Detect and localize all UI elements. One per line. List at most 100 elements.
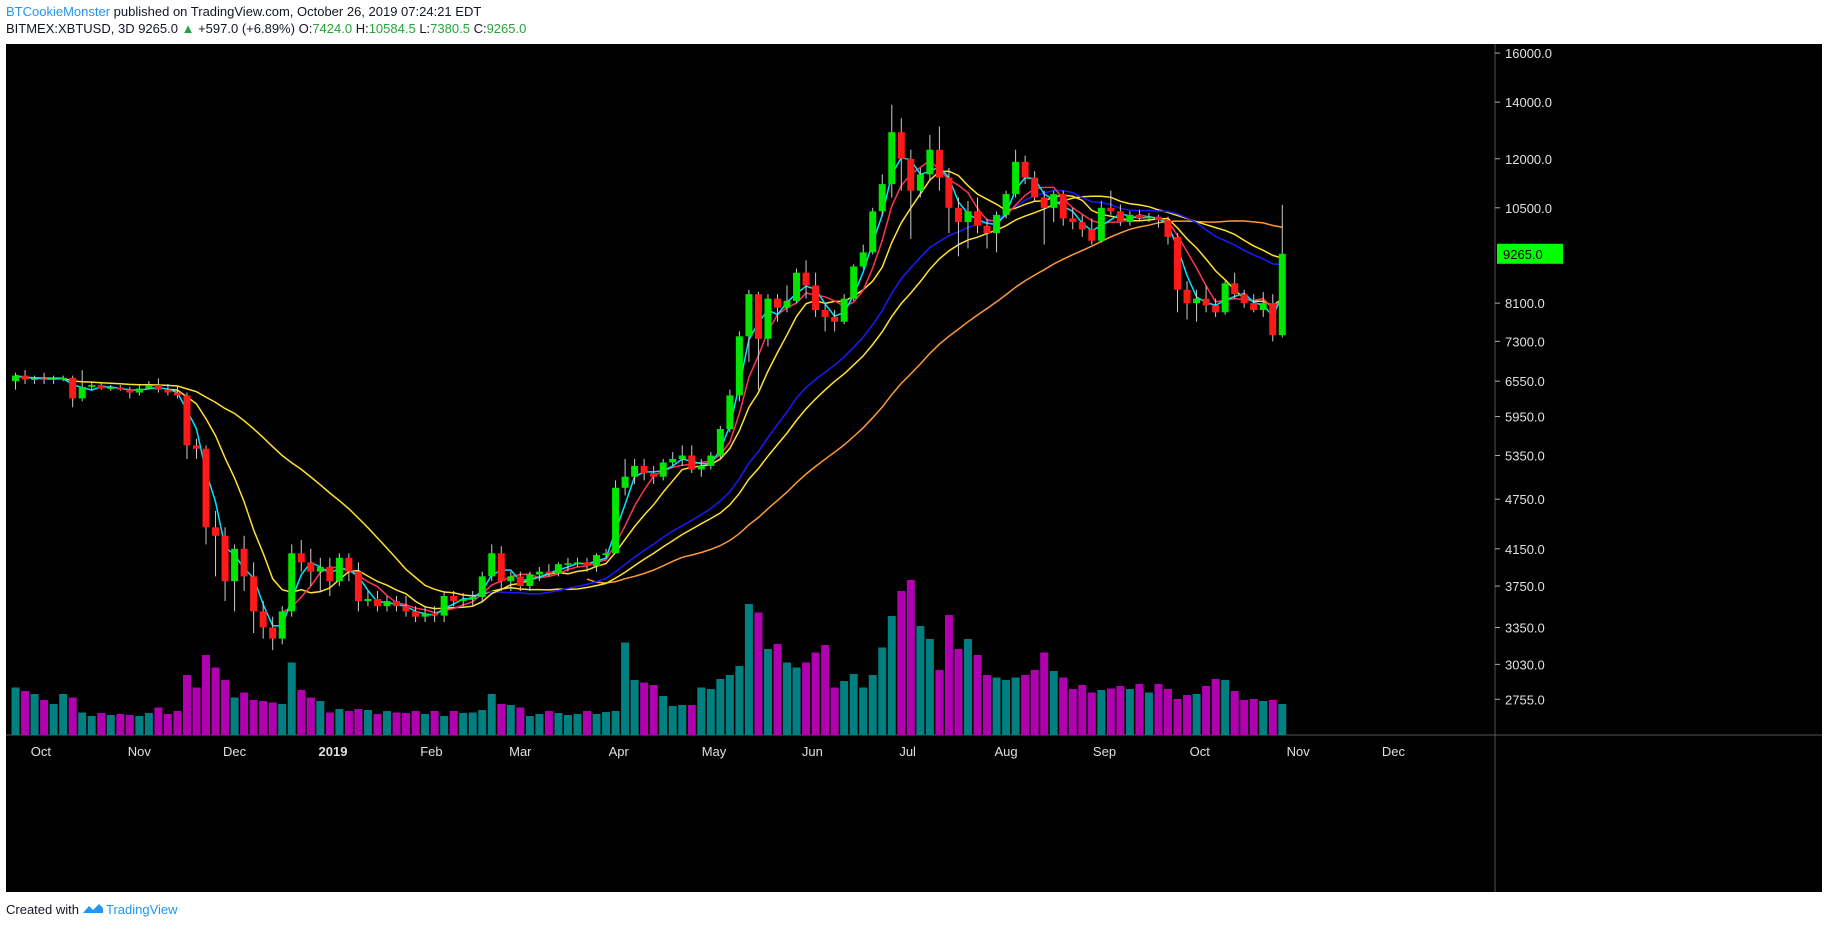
candle-body <box>1202 298 1210 306</box>
candle-body <box>1097 207 1105 241</box>
volume-bar <box>830 687 839 735</box>
volume-bar <box>1135 684 1144 735</box>
candle-body <box>269 627 277 639</box>
candle-body <box>50 378 58 380</box>
candle-body <box>1126 214 1134 223</box>
volume-bar <box>630 680 639 735</box>
candle-body <box>516 576 524 587</box>
volume-bar <box>887 616 896 735</box>
close-label: C: <box>473 21 487 36</box>
volume-bar <box>525 716 534 735</box>
volume-bar <box>163 714 172 735</box>
last-price-label: 9265.0 <box>1503 247 1543 262</box>
symbol-line: BITMEX:XBTUSD, 3D 9265.0 ▲ +597.0 (+6.89… <box>6 21 526 36</box>
open-value: 7424.0 <box>312 21 353 36</box>
candle-body <box>640 465 648 474</box>
candle-body <box>1174 236 1182 290</box>
candle-body <box>326 566 334 582</box>
volume-bar <box>1021 675 1030 735</box>
volume-bar <box>735 666 744 735</box>
chart-header: BTCookieMonster published on TradingView… <box>0 0 1828 44</box>
candle-body <box>107 387 115 389</box>
volume-bar <box>535 714 544 735</box>
volume-bar <box>792 667 801 735</box>
tradingview-brand[interactable]: TradingView <box>106 902 178 917</box>
candle-body <box>135 388 143 393</box>
candle-body <box>154 385 162 390</box>
volume-bar <box>1173 699 1182 735</box>
candle-body <box>573 562 581 564</box>
volume-bar <box>1125 689 1134 735</box>
volume-bar <box>449 711 458 735</box>
created-with-label: Created with <box>6 902 79 917</box>
volume-bar <box>840 681 849 735</box>
candle-body <box>564 563 572 565</box>
volume-bar <box>697 687 706 735</box>
candle-body <box>688 455 696 470</box>
candle-body <box>440 595 448 616</box>
x-tick-label: Mar <box>509 744 532 759</box>
candle-body <box>802 272 810 286</box>
candle-body <box>1069 218 1077 223</box>
candle-body <box>983 225 991 234</box>
candle-body <box>1231 283 1239 295</box>
volume-bar <box>554 713 563 735</box>
volume-bar <box>706 689 715 735</box>
candle-body <box>12 375 20 382</box>
candle-body <box>40 378 48 380</box>
volume-bar <box>287 662 296 735</box>
low-value: 7380.5 <box>430 21 470 36</box>
candle-body <box>221 535 229 582</box>
publish-line: BTCookieMonster published on TradingView… <box>6 4 481 19</box>
y-tick-label: 8100.0 <box>1505 296 1545 311</box>
y-tick-label: 3030.0 <box>1505 657 1545 672</box>
volume-bar <box>173 711 182 735</box>
volume-bar <box>1154 684 1163 735</box>
ma-yellow-slow-line <box>15 195 1283 597</box>
candle-body <box>631 465 639 477</box>
candle-body <box>183 395 191 446</box>
y-tick-label: 3750.0 <box>1505 579 1545 594</box>
author-link[interactable]: BTCookieMonster <box>6 4 111 19</box>
volume-bar <box>687 705 696 735</box>
candle-body <box>935 149 943 178</box>
candle-body <box>697 465 705 470</box>
candle-body <box>259 611 267 628</box>
volume-bar <box>916 626 925 735</box>
volume-bar <box>1144 692 1153 735</box>
candle-body <box>1193 298 1201 304</box>
candle-body <box>192 445 200 449</box>
candle-body <box>31 378 39 380</box>
candle-body <box>840 298 848 322</box>
candle-body <box>773 298 781 308</box>
x-tick-label: 2019 <box>319 744 348 759</box>
volume-bar <box>754 612 763 735</box>
chart-area[interactable]: 16000.0 14000.0 12000.0 10500.0 8100.0 7300.0… <box>6 44 1822 892</box>
volume-bar <box>1049 671 1058 735</box>
candle-body <box>1002 194 1010 215</box>
volume-bar <box>497 704 506 735</box>
volume-bar <box>30 694 39 735</box>
candle-body <box>373 599 381 607</box>
x-tick-label: Jul <box>899 744 916 759</box>
volume-bar <box>68 697 77 735</box>
volume-bar <box>783 662 792 735</box>
candle-body <box>507 576 515 582</box>
volume-bar <box>716 679 725 735</box>
candle-body <box>621 476 629 488</box>
candle-body <box>593 555 601 567</box>
volume-bar <box>344 711 353 735</box>
candle-body <box>726 395 734 430</box>
price-chart-svg[interactable]: 16000.0 14000.0 12000.0 10500.0 8100.0 7300.0… <box>6 44 1822 892</box>
volume-bar <box>763 649 772 735</box>
candle-body <box>964 211 972 223</box>
candle-body <box>431 613 439 616</box>
volume-bar <box>325 712 334 735</box>
volume-bar <box>1211 679 1220 735</box>
volume-bar <box>382 711 391 735</box>
candle-body <box>421 613 429 617</box>
volume-bar <box>87 716 96 735</box>
candle-body <box>678 455 686 459</box>
volume-bar <box>402 713 411 735</box>
volume-bar <box>354 709 363 735</box>
